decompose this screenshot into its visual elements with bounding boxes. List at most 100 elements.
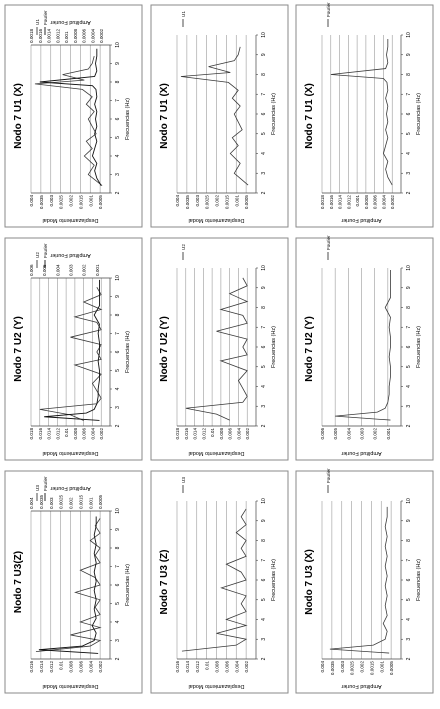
x-tick-label: 4 (261, 618, 267, 621)
y-tick-label: 0.0035 (185, 195, 190, 209)
x-tick-label: 4 (261, 152, 267, 155)
x-axis-label: Frecuencias (Hz) (271, 326, 277, 368)
y-tick-label: 0.004 (320, 661, 325, 673)
y-tick-label: 0.006 (82, 428, 87, 440)
y-tick-label: 0.002 (244, 661, 249, 673)
y-tick-label: 0.012 (49, 661, 54, 673)
y2-tick-label: 0.0004 (90, 29, 95, 43)
x-tick-label: 6 (115, 117, 121, 120)
x-tick-label: 2 (115, 191, 121, 194)
x-tick-label: 2 (406, 191, 412, 194)
chart-title: Nodo 7 U2 (Y) (13, 316, 24, 382)
x-tick-label: 3 (261, 638, 267, 641)
y-tick-label: 0.014 (185, 661, 190, 673)
y2-axis-label: Amplitud Fourier (50, 19, 91, 25)
legend-label: Fourier (43, 476, 48, 491)
x-tick-label: 9 (115, 528, 121, 531)
chart-title: Nodo 7 U3(Z) (13, 551, 24, 613)
y-tick-label: 0.001 (355, 195, 360, 207)
x-axis-label: Frecuencias (Hz) (416, 326, 422, 368)
y2-axis-label: Amplitud Fourier (50, 252, 91, 258)
x-tick-label: 9 (261, 53, 267, 56)
x-tick-label: 8 (115, 313, 121, 316)
legend-label: U2 (181, 244, 186, 250)
y2-tick-label: 0.003 (69, 264, 74, 276)
y-tick-label: 0.001 (386, 428, 391, 440)
series-line (329, 506, 390, 654)
y2-tick-label: 0.001 (95, 264, 100, 276)
y2-tick-label: 0.0018 (29, 29, 34, 43)
x-tick-label: 3 (406, 405, 412, 408)
y-axis-label: Desplazamiento Modal (43, 450, 99, 456)
legend-label: Fourier (326, 468, 331, 483)
x-tick-label: 7 (406, 326, 412, 329)
x-tick-label: 2 (261, 424, 267, 427)
y-tick-label: 0.012 (55, 428, 60, 440)
x-tick-label: 6 (406, 112, 412, 115)
series-line (39, 48, 102, 186)
y2-tick-label: 0.0014 (47, 29, 52, 43)
chart-title: Nodo 7 U2 (Y) (159, 316, 170, 382)
x-tick-label: 7 (115, 99, 121, 102)
y-tick-label: 0.004 (236, 428, 241, 440)
x-tick-label: 10 (115, 275, 121, 281)
panel-border (4, 237, 143, 461)
legend-label: U3 (181, 477, 186, 483)
y-tick-label: 0.002 (360, 661, 365, 673)
x-tick-label: 9 (406, 519, 412, 522)
y-tick-label: 0.014 (39, 661, 44, 673)
x-tick-label: 5 (261, 598, 267, 601)
x-tick-label: 8 (261, 306, 267, 309)
x-tick-label: 10 (115, 508, 121, 514)
x-tick-label: 3 (261, 405, 267, 408)
x-tick-label: 3 (261, 172, 267, 175)
y-tick-label: 0.016 (184, 428, 189, 440)
series-line (38, 516, 99, 654)
x-tick-label: 3 (406, 172, 412, 175)
x-tick-label: 2 (115, 657, 121, 660)
x-tick-label: 9 (261, 519, 267, 522)
panel-border (295, 237, 434, 461)
x-tick-label: 6 (261, 112, 267, 115)
y-tick-label: 0.002 (98, 661, 103, 673)
series-line (335, 269, 391, 421)
x-tick-label: 7 (406, 559, 412, 562)
y2-tick-label: 0.0005 (98, 495, 103, 509)
y-tick-label: 0.0006 (373, 195, 378, 209)
y-tick-label: 0.002 (373, 428, 378, 440)
legend-label: Fourier (326, 235, 331, 250)
y-tick-label: 0.0008 (364, 195, 369, 209)
y-axis-label: Desplazamiento Modal (189, 683, 245, 689)
chart-title: Nodo 7 U3 (Z) (159, 550, 170, 615)
y-axis-label: Amplitud Fourier (341, 683, 382, 689)
x-tick-label: 2 (261, 657, 267, 660)
y-tick-label: 0.016 (38, 428, 43, 440)
y-tick-label: 0.004 (175, 195, 180, 207)
x-tick-label: 2 (115, 424, 121, 427)
y-axis-label: Amplitud Fourier (341, 450, 382, 456)
x-axis-label: Frecuencias (Hz) (416, 93, 422, 135)
y-tick-label: 0.003 (49, 195, 54, 207)
y-tick-label: 0.018 (29, 428, 34, 440)
y-tick-label: 0.006 (224, 661, 229, 673)
legend-label: U1 (35, 19, 40, 25)
x-tick-label: 8 (261, 539, 267, 542)
y2-tick-label: 0.002 (82, 264, 87, 276)
y2-tick-label: 0.005 (42, 264, 47, 276)
y-tick-label: 0.0015 (369, 661, 374, 675)
y-tick-label: 0.004 (29, 195, 34, 207)
chart-panel: Nodo 7 U2 (Y) 0.001 0.002 0.003 0.004 0.005 0.… (295, 235, 434, 461)
y-tick-label: 0.018 (175, 428, 180, 440)
y-tick-label: 0.001 (88, 195, 93, 207)
x-tick-label: 2 (406, 424, 412, 427)
y-tick-label: 0.0025 (350, 661, 355, 675)
y-tick-label: 0.004 (346, 428, 351, 440)
x-tick-label: 4 (406, 152, 412, 155)
x-axis-label: Frecuencias (Hz) (416, 559, 422, 601)
x-tick-label: 7 (261, 93, 267, 96)
series-line (185, 277, 249, 421)
x-tick-label: 5 (406, 598, 412, 601)
